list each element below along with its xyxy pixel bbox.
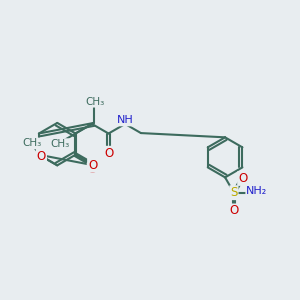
Text: O: O: [88, 159, 97, 172]
Text: NH₂: NH₂: [246, 186, 268, 196]
Text: CH₃: CH₃: [22, 138, 42, 148]
Text: NH: NH: [117, 116, 134, 125]
Text: S: S: [230, 186, 238, 199]
Text: CH₃: CH₃: [85, 97, 105, 107]
Text: O: O: [37, 150, 46, 163]
Text: O: O: [238, 172, 248, 185]
Text: O: O: [104, 147, 113, 160]
Text: CH₃: CH₃: [50, 139, 69, 149]
Text: O: O: [229, 204, 239, 218]
Text: O: O: [88, 163, 97, 176]
